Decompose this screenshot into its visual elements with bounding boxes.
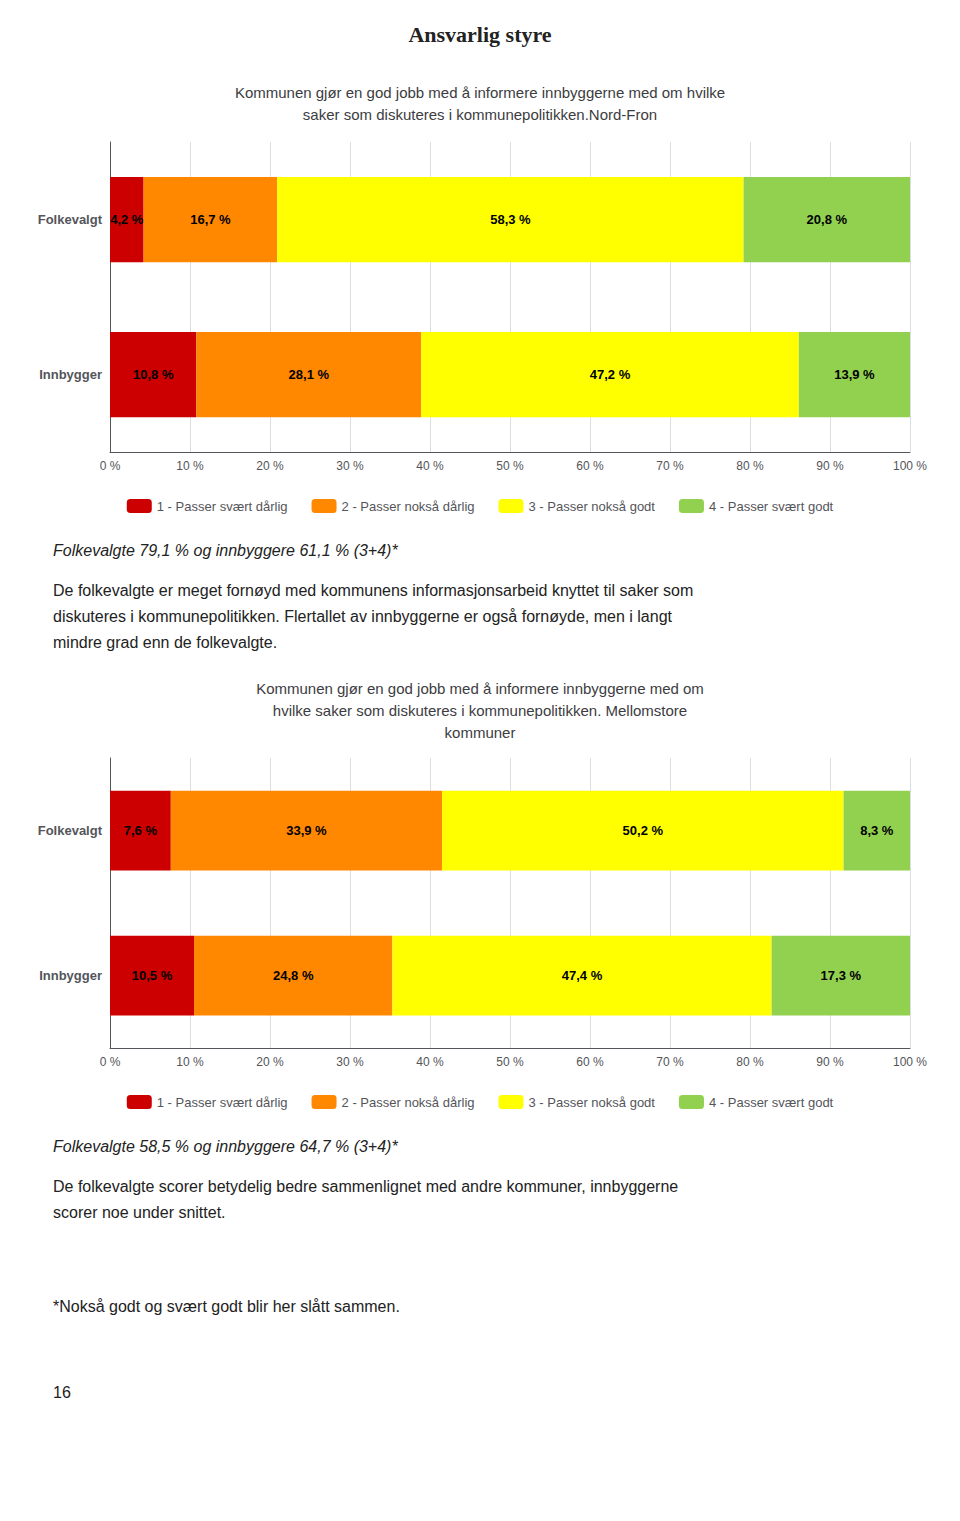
svg-text:0 %: 0 % [100, 459, 121, 473]
svg-text:Innbygger: Innbygger [39, 367, 102, 382]
svg-text:50,2 %: 50,2 % [623, 823, 664, 838]
svg-text:saker som diskuteres i kommune: saker som diskuteres i kommunepolitikken… [303, 106, 657, 123]
svg-text:10 %: 10 % [176, 1055, 204, 1069]
svg-text:80 %: 80 % [736, 1055, 764, 1069]
svg-text:4,2 %: 4,2 % [110, 212, 144, 227]
svg-text:17,3 %: 17,3 % [821, 968, 862, 983]
svg-text:28,1 %: 28,1 % [289, 367, 330, 382]
svg-text:2 - Passer nokså dårlig: 2 - Passer nokså dårlig [342, 1095, 475, 1110]
svg-text:8,3 %: 8,3 % [860, 823, 894, 838]
svg-text:hvilke saker som diskuteres i: hvilke saker som diskuteres i kommunepol… [273, 702, 687, 719]
svg-text:Folkevalgt: Folkevalgt [38, 212, 103, 227]
svg-text:Folkevalgt: Folkevalgt [38, 823, 103, 838]
svg-text:7,6 %: 7,6 % [124, 823, 158, 838]
html-text:Folkevalgte 79,1 % og innbygge: Folkevalgte 79,1 % og innbyggere 61,1 % … [53, 542, 398, 559]
svg-text:47,4 %: 47,4 % [562, 968, 603, 983]
svg-text:60 %: 60 % [576, 459, 604, 473]
html-text:De folkevalgte er meget fornøy: De folkevalgte er meget fornøyd med komm… [53, 582, 694, 599]
svg-text:70 %: 70 % [656, 459, 684, 473]
svg-text:Kommunen gjør en god jobb med: Kommunen gjør en god jobb med å informer… [235, 84, 725, 101]
html-text:Ansvarlig styre: Ansvarlig styre [408, 22, 552, 47]
svg-text:50 %: 50 % [496, 459, 524, 473]
svg-text:0 %: 0 % [100, 1055, 121, 1069]
svg-text:3 - Passer nokså godt: 3 - Passer nokså godt [528, 1095, 655, 1110]
svg-text:2 - Passer nokså dårlig: 2 - Passer nokså dårlig [342, 499, 475, 514]
svg-text:10,8 %: 10,8 % [133, 367, 174, 382]
svg-text:24,8 %: 24,8 % [273, 968, 314, 983]
svg-text:10 %: 10 % [176, 459, 204, 473]
svg-text:70 %: 70 % [656, 1055, 684, 1069]
html-text:16: 16 [53, 1384, 71, 1401]
svg-text:90 %: 90 % [816, 459, 844, 473]
svg-text:4 - Passer svært godt: 4 - Passer svært godt [709, 499, 834, 514]
svg-text:40 %: 40 % [416, 1055, 444, 1069]
svg-text:3 - Passer nokså godt: 3 - Passer nokså godt [528, 499, 655, 514]
svg-text:Kommunen gjør en god jobb med: Kommunen gjør en god jobb med å informer… [256, 680, 704, 697]
svg-text:kommuner: kommuner [445, 724, 516, 741]
html-text:diskuteres i kommunepolitikken: diskuteres i kommunepolitikken. Flertall… [53, 608, 672, 625]
svg-text:30 %: 30 % [336, 459, 364, 473]
svg-text:50 %: 50 % [496, 1055, 524, 1069]
svg-text:1 - Passer svært dårlig: 1 - Passer svært dårlig [157, 499, 288, 514]
svg-text:47,2 %: 47,2 % [590, 367, 631, 382]
svg-text:16,7 %: 16,7 % [190, 212, 231, 227]
html-text:scorer noe under snittet.: scorer noe under snittet. [53, 1204, 226, 1221]
svg-text:90 %: 90 % [816, 1055, 844, 1069]
html-text:Folkevalgte 58,5 % og innbygge: Folkevalgte 58,5 % og innbyggere 64,7 % … [53, 1138, 398, 1155]
svg-text:60 %: 60 % [576, 1055, 604, 1069]
svg-text:13,9 %: 13,9 % [834, 367, 875, 382]
svg-text:40 %: 40 % [416, 459, 444, 473]
svg-text:100 %: 100 % [893, 1055, 927, 1069]
svg-text:4 - Passer svært godt: 4 - Passer svært godt [709, 1095, 834, 1110]
svg-text:100 %: 100 % [893, 459, 927, 473]
html-text:mindre grad enn de folkevalgte: mindre grad enn de folkevalgte. [53, 634, 278, 651]
html-text:De folkevalgte scorer betydeli: De folkevalgte scorer betydelig bedre sa… [53, 1178, 679, 1195]
svg-text:Innbygger: Innbygger [39, 968, 102, 983]
svg-text:20 %: 20 % [256, 1055, 284, 1069]
svg-text:33,9 %: 33,9 % [286, 823, 327, 838]
svg-text:30 %: 30 % [336, 1055, 364, 1069]
svg-text:10,5 %: 10,5 % [132, 968, 173, 983]
html-text:*Nokså godt og svært godt blir: *Nokså godt og svært godt blir her slått… [53, 1298, 400, 1315]
svg-text:20 %: 20 % [256, 459, 284, 473]
svg-text:80 %: 80 % [736, 459, 764, 473]
svg-text:1 - Passer svært dårlig: 1 - Passer svært dårlig [157, 1095, 288, 1110]
svg-text:20,8 %: 20,8 % [807, 212, 848, 227]
svg-text:58,3 %: 58,3 % [490, 212, 531, 227]
